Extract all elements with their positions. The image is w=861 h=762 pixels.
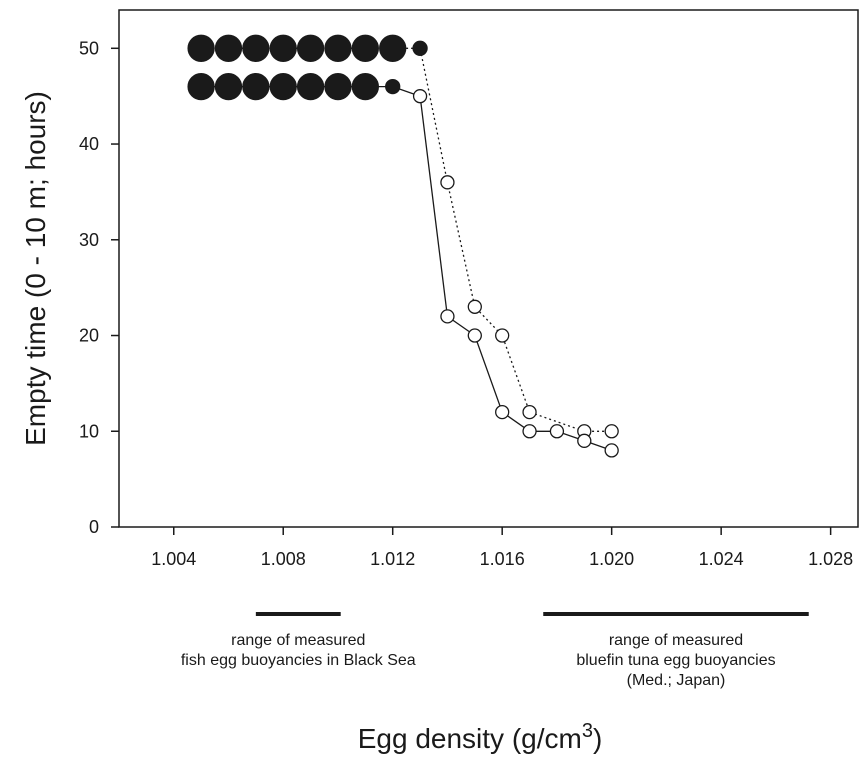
- dotted-series-line: [201, 47, 612, 432]
- x-axis-title-superscript: 3: [582, 720, 593, 742]
- x-axis-title-close: ): [593, 723, 602, 754]
- open-data-point: [440, 309, 455, 324]
- x-tick-label: 1.008: [261, 549, 306, 569]
- open-data-point: [604, 443, 619, 458]
- filled-data-point: [412, 40, 428, 56]
- x-tick-label: 1.012: [370, 549, 415, 569]
- x-axis: 1.004 1.008 1.012 1.016 1.020 1.024 1.028: [151, 527, 853, 569]
- open-data-point: [495, 328, 510, 343]
- open-data-point: [440, 175, 455, 190]
- filled-data-point: [351, 72, 379, 101]
- x-tick-label: 1.004: [151, 549, 196, 569]
- y-tick-label: 0: [89, 517, 99, 537]
- open-data-point: [467, 299, 482, 314]
- filled-data-point: [296, 72, 325, 101]
- range-label: (Med.; Japan): [627, 672, 726, 689]
- open-data-point: [522, 424, 537, 439]
- filled-data-point: [379, 34, 407, 62]
- open-data-point: [495, 404, 510, 420]
- filled-data-point: [351, 34, 379, 62]
- range-label: range of measured: [609, 632, 743, 649]
- y-tick-label: 10: [79, 421, 99, 441]
- y-axis-title: Empty time (0 - 10 m; hours): [20, 91, 51, 446]
- y-tick-label: 40: [79, 134, 99, 154]
- x-axis-title: Egg density (g/cm3): [358, 720, 603, 754]
- x-tick-label: 1.016: [480, 549, 525, 569]
- open-data-point: [522, 404, 537, 420]
- filled-data-point: [214, 34, 243, 62]
- solid-series: [187, 72, 619, 458]
- filled-data-point: [324, 72, 352, 101]
- y-tick-label: 50: [79, 38, 99, 58]
- ranges-layer: range of measured fish egg buoyancies in …: [181, 612, 809, 689]
- series-layer: [187, 34, 619, 458]
- x-tick-label: 1.024: [699, 549, 744, 569]
- range-label: fish egg buoyancies in Black Sea: [181, 652, 416, 669]
- y-tick-label: 30: [79, 230, 99, 250]
- open-data-point: [549, 424, 565, 439]
- open-data-point: [467, 328, 482, 343]
- range-label: range of measured: [231, 632, 365, 649]
- filled-data-point: [242, 72, 270, 101]
- filled-data-point: [214, 72, 243, 101]
- filled-data-point: [242, 34, 270, 62]
- filled-data-point: [269, 72, 297, 101]
- open-data-point: [412, 89, 428, 104]
- y-tick-label: 20: [79, 326, 99, 346]
- solid-series-line: [201, 85, 612, 452]
- x-axis-title-main: Egg density (g/cm: [358, 723, 582, 754]
- filled-data-point: [385, 78, 401, 95]
- x-tick-label: 1.028: [808, 549, 853, 569]
- plot-frame: [118, 9, 859, 528]
- filled-data-point: [187, 34, 215, 62]
- open-data-point: [604, 424, 619, 439]
- filled-data-point: [324, 34, 352, 62]
- y-axis: 0 10 20 30 40 50: [79, 38, 119, 537]
- filled-data-point: [296, 34, 325, 62]
- filled-data-point: [187, 72, 215, 101]
- dotted-series: [187, 34, 619, 439]
- x-tick-label: 1.020: [589, 549, 634, 569]
- open-data-point: [577, 433, 592, 448]
- filled-data-point: [269, 34, 297, 62]
- range-label: bluefin tuna egg buoyancies: [576, 652, 775, 669]
